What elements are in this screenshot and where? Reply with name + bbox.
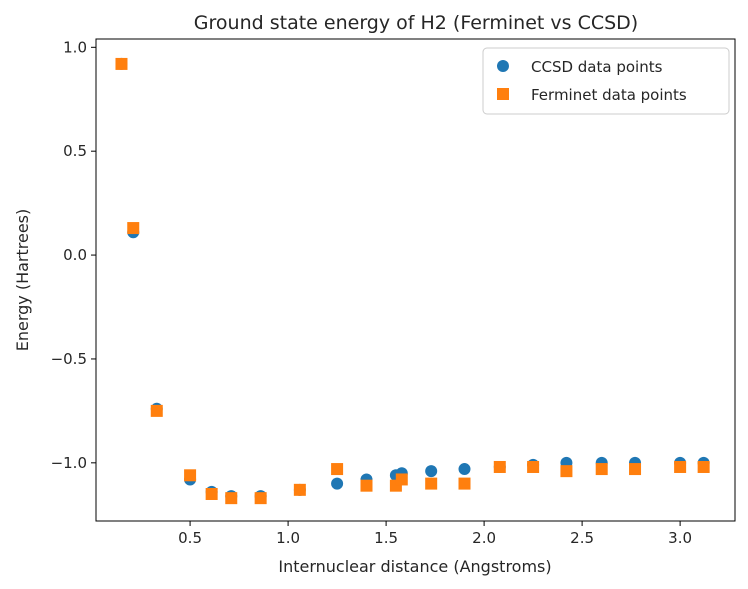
ferminet-point [115, 57, 128, 70]
ferminet-point [527, 460, 540, 473]
legend-frame [482, 47, 730, 115]
ferminet-point [205, 487, 218, 500]
ferminet-point [560, 465, 573, 478]
ferminet-point [458, 477, 471, 490]
ferminet-point [425, 477, 438, 490]
ferminet-point [150, 404, 163, 417]
x-tick-label: 1.5 [374, 529, 398, 547]
legend-marker-ferminet [497, 88, 509, 100]
ferminet-point [697, 460, 710, 473]
ferminet-point [184, 469, 197, 482]
y-tick-label: 0.5 [63, 142, 87, 160]
x-tick-label: 3.0 [668, 529, 692, 547]
ccsd-point [331, 477, 344, 490]
y-axis-label: Energy (Hartrees) [13, 209, 32, 352]
x-axis-label: Internuclear distance (Angstroms) [278, 557, 551, 576]
x-tick-label: 1.0 [276, 529, 300, 547]
chart-title: Ground state energy of H2 (Ferminet vs C… [194, 12, 638, 34]
x-tick-label: 2.5 [570, 529, 594, 547]
ferminet-point [127, 222, 140, 235]
ccsd-point [458, 463, 471, 476]
series-ferminet [115, 57, 710, 505]
ferminet-point [360, 479, 373, 492]
series-ccsd [115, 57, 710, 503]
ferminet-point [293, 483, 306, 496]
ccsd-point [425, 465, 438, 478]
x-tick-label: 0.5 [178, 529, 202, 547]
x-axis: 0.5 1.0 1.5 2.0 2.5 3.0 [178, 521, 692, 547]
ferminet-point [595, 463, 608, 476]
y-tick-label: 1.0 [63, 38, 87, 56]
legend-label-ferminet: Ferminet data points [531, 86, 687, 104]
data-series [115, 57, 710, 505]
ferminet-point [395, 473, 408, 486]
y-tick-label: 0.0 [63, 246, 87, 264]
ferminet-point [493, 460, 506, 473]
ferminet-point [254, 492, 267, 505]
plot-area [95, 38, 736, 522]
y-tick-label: −0.5 [51, 350, 87, 368]
legend: CCSD data points Ferminet data points [482, 47, 730, 115]
legend-marker-ccsd [497, 60, 509, 72]
y-axis: 1.0 0.5 0.0 −0.5 −1.0 [51, 38, 96, 472]
ferminet-point [331, 463, 344, 476]
ferminet-point [674, 460, 687, 473]
y-tick-label: −1.0 [51, 454, 87, 472]
legend-label-ccsd: CCSD data points [531, 58, 663, 76]
ferminet-point [225, 492, 238, 505]
x-tick-label: 2.0 [472, 529, 496, 547]
ferminet-point [629, 463, 642, 476]
